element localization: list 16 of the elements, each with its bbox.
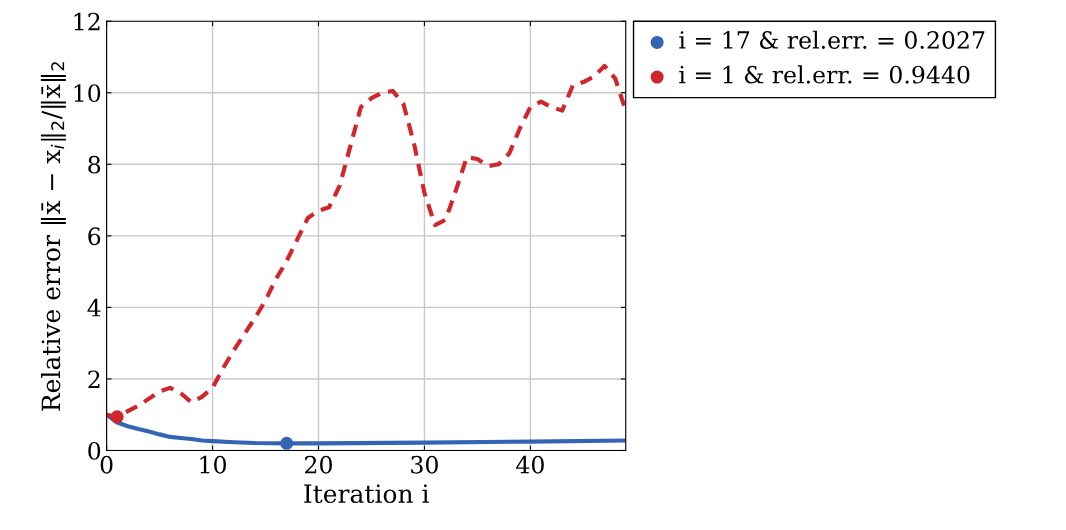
y-tick-label: 12 [74, 12, 100, 31]
legend-label: i = 1 & rel.err. = 0.9440 [679, 65, 970, 84]
x-tick-label: 30 [411, 455, 438, 474]
legend-label: i = 17 & rel.err. = 0.2027 [679, 30, 985, 49]
y-tick-label: 8 [88, 155, 101, 174]
x-tick-label: 40 [516, 455, 544, 474]
y-tick-label: 10 [74, 84, 101, 103]
x-tick-label: 10 [200, 455, 226, 474]
x-tick-label: 0 [100, 455, 113, 474]
y-tick-label: 0 [88, 441, 101, 460]
y-tick-label: 6 [88, 227, 101, 246]
y-axis-title: Relative error ‖x̄ − x$_{i}$‖$_{2}$/‖x̄‖$_{2}$ [40, 62, 66, 411]
y-tick-label: 2 [88, 370, 100, 388]
x-axis-title: Iteration i [304, 484, 429, 504]
x-tick-label: 20 [305, 455, 332, 474]
y-tick-label: 4 [87, 298, 101, 317]
